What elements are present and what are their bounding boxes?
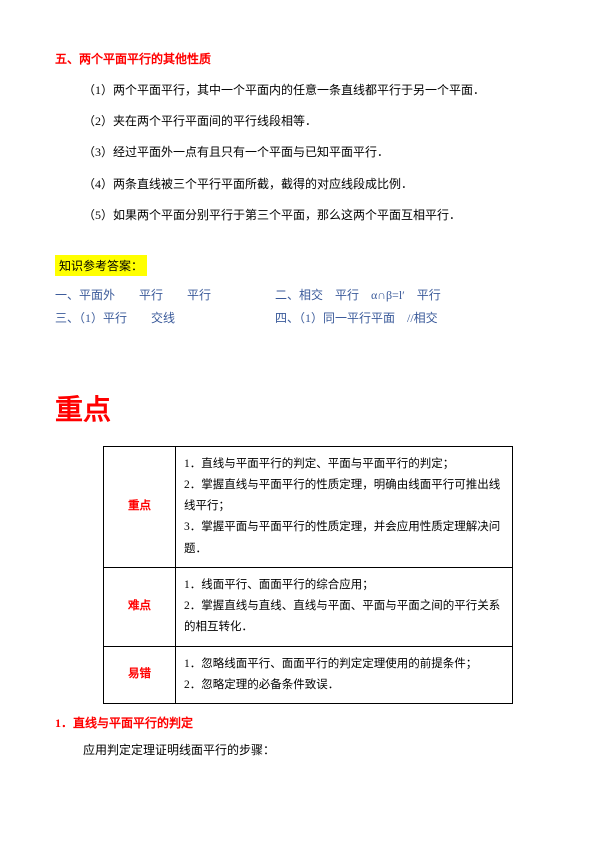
list-item: （2）夹在两个平行平面间的平行线段相等． [83,112,540,131]
table-row: 易错 1．忽略线面平行、面面平行的判定定理使用的前提条件；2．忽略定理的必备条件… [104,646,513,704]
list-item: （3）经过平面外一点有且只有一个平面与已知平面平行． [83,143,540,162]
answer-label: 知识参考答案： [55,255,147,276]
row-content: 1．直线与平面平行的判定、平面与平面平行的判定；2．掌握直线与平面平行的性质定理… [176,446,513,567]
row-label: 重点 [104,446,176,567]
answer-cell: 四、（1）同一平行平面 //相交 [275,307,540,330]
answer-row: 三、（1）平行 交线 四、（1）同一平行平面 //相交 [55,307,540,330]
list-item: （4）两条直线被三个平行平面所截，截得的对应线段成比例． [83,175,540,194]
row-label: 易错 [104,646,176,704]
subsection-1: 1．直线与平面平行的判定 应用判定定理证明线面平行的步骤： [55,714,540,758]
row-content: 1．忽略线面平行、面面平行的判定定理使用的前提条件；2．忽略定理的必备条件致误． [176,646,513,704]
section-5-title: 五、两个平面平行的其他性质 [55,50,540,67]
section-5-list: （1）两个平面平行，其中一个平面内的任意一条直线都平行于另一个平面． （2）夹在… [55,81,540,225]
key-points-table: 重点 1．直线与平面平行的判定、平面与平面平行的判定；2．掌握直线与平面平行的性… [103,446,513,705]
table-row: 难点 1．线面平行、面面平行的综合应用；2．掌握直线与直线、直线与平面、平面与平… [104,567,513,646]
subsection-title: 1．直线与平面平行的判定 [55,714,540,731]
list-item: （5）如果两个平面分别平行于第三个平面，那么这两个平面互相平行． [83,206,540,225]
subsection-line: 应用判定定理证明线面平行的步骤： [55,741,540,758]
answer-cell: 一、平面外 平行 平行 [55,284,275,307]
answer-cell: 二、相交 平行 α∩β=l′ 平行 [275,284,540,307]
row-content: 1．线面平行、面面平行的综合应用；2．掌握直线与直线、直线与平面、平面与平面之间… [176,567,513,646]
row-label: 难点 [104,567,176,646]
key-points-heading: 重点 [55,388,540,428]
list-item: （1）两个平面平行，其中一个平面内的任意一条直线都平行于另一个平面． [83,81,540,100]
table-row: 重点 1．直线与平面平行的判定、平面与平面平行的判定；2．掌握直线与平面平行的性… [104,446,513,567]
answer-row: 一、平面外 平行 平行 二、相交 平行 α∩β=l′ 平行 [55,284,540,307]
answer-cell: 三、（1）平行 交线 [55,307,275,330]
answers-block: 一、平面外 平行 平行 二、相交 平行 α∩β=l′ 平行 三、（1）平行 交线… [55,284,540,330]
